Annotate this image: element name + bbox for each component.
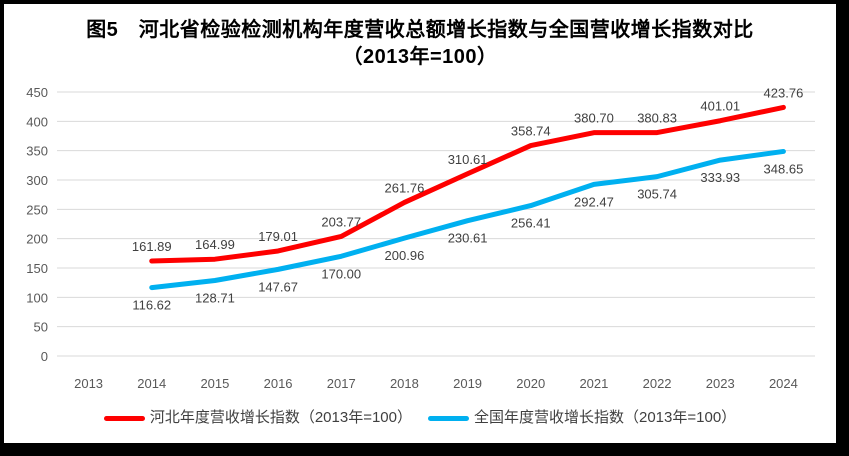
y-tick-label: 50 <box>34 320 48 335</box>
data-label: 310.61 <box>448 152 488 167</box>
chart-subtitle: （2013年=100） <box>342 46 498 68</box>
data-label: 333.93 <box>700 170 740 185</box>
y-tick-label: 150 <box>26 261 48 276</box>
data-label: 147.67 <box>258 279 298 294</box>
data-label: 380.83 <box>637 111 677 126</box>
chart-title: 图5 河北省检验检测机构年度营收总额增长指数与全国营收增长指数对比 <box>86 19 754 41</box>
data-label: 200.96 <box>385 248 425 263</box>
y-tick-label: 400 <box>26 114 48 129</box>
line-chart: 0 50 100 150 200 250 300 350 400 450 2013 2014 2015 2… <box>26 85 815 391</box>
x-tick-label: 2016 <box>264 376 293 391</box>
x-tick-label: 2020 <box>516 376 545 391</box>
x-tick-label: 2024 <box>769 376 798 391</box>
data-label: 292.47 <box>574 194 614 209</box>
x-tick-label: 2021 <box>579 376 608 391</box>
data-label: 116.62 <box>132 298 171 313</box>
y-tick-label: 100 <box>26 290 48 305</box>
chart-legend: 河北年度营收增长指数（2013年=100） 全国年度营收增长指数（2013年=1… <box>4 408 836 428</box>
x-tick-label: 2022 <box>643 376 672 391</box>
data-label: 164.99 <box>195 237 235 252</box>
x-tick-label: 2019 <box>453 376 482 391</box>
legend-label-hebei: 河北年度营收增长指数（2013年=100） <box>149 409 412 426</box>
data-label: 348.65 <box>764 161 804 176</box>
legend-swatch-hebei <box>103 415 145 421</box>
data-label: 423.76 <box>764 85 804 100</box>
data-label: 161.89 <box>132 239 172 254</box>
x-tick-label: 2017 <box>327 376 356 391</box>
x-tick-label: 2018 <box>390 376 419 391</box>
data-label: 380.70 <box>574 111 614 126</box>
legend-item-hebei: 河北年度营收增长指数（2013年=100） <box>103 408 412 428</box>
y-tick-label: 250 <box>26 202 48 217</box>
y-tick-label: 450 <box>26 85 48 100</box>
series-line-0 <box>149 104 786 264</box>
data-label: 170.00 <box>321 266 361 281</box>
data-label: 230.61 <box>448 231 488 246</box>
data-label: 179.01 <box>258 229 298 244</box>
legend-swatch-national <box>428 415 469 421</box>
legend-item-national: 全国年度营收增长指数（2013年=100） <box>428 408 736 428</box>
series-line-1 <box>149 148 786 291</box>
y-tick-label: 200 <box>26 232 48 247</box>
x-tick-label: 2014 <box>137 376 166 391</box>
data-label: 203.77 <box>321 214 361 229</box>
x-tick-label: 2015 <box>200 376 229 391</box>
x-tick-label: 2013 <box>74 376 103 391</box>
data-label: 256.41 <box>511 216 551 231</box>
data-label: 128.71 <box>195 290 235 305</box>
data-label: 358.74 <box>511 124 551 139</box>
legend-label-national: 全国年度营收增长指数（2013年=100） <box>474 409 737 426</box>
data-label: 261.76 <box>385 180 425 195</box>
y-tick-label: 0 <box>41 349 48 364</box>
data-label: 305.74 <box>637 187 677 202</box>
data-label: 401.01 <box>700 99 740 114</box>
y-tick-label: 350 <box>26 144 48 159</box>
x-tick-label: 2023 <box>706 376 735 391</box>
chart-title-block: 图5 河北省检验检测机构年度营收总额增长指数与全国营收增长指数对比 （2013年… <box>4 17 836 71</box>
y-tick-label: 300 <box>26 173 48 188</box>
